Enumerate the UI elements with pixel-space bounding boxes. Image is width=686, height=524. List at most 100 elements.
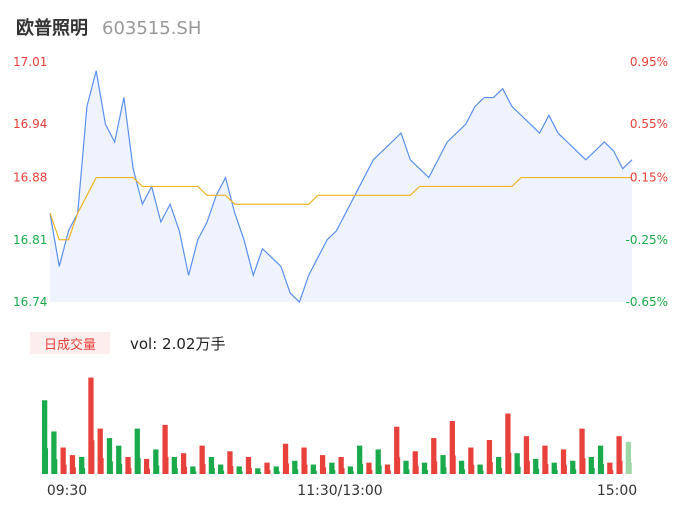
volume-bar: [398, 457, 401, 474]
volume-bar: [157, 465, 160, 474]
price-y-axis: 17.01 0.95% 16.94 0.55% 16.88 0.15% 16.81 -0.25…: [13, 55, 668, 309]
volume-bar: [357, 445, 363, 474]
volume-bar: [167, 456, 169, 474]
volume-bar: [74, 467, 76, 474]
volume-bar: [204, 464, 206, 474]
volume-bar: [65, 464, 67, 474]
volume-bar: [171, 456, 177, 474]
volume-bar: [55, 459, 58, 474]
volume-bar: [92, 440, 95, 474]
volume-bar: [533, 458, 539, 474]
volume-bar: [255, 468, 261, 474]
volume-bar: [241, 471, 243, 474]
volume-bar: [273, 466, 279, 474]
volume-bar: [324, 467, 327, 474]
volume-bar: [472, 464, 475, 474]
volume-bar: [111, 461, 113, 474]
volume-bar: [431, 438, 437, 474]
volume-tab[interactable]: 日成交量: [30, 332, 110, 354]
volume-bar: [370, 470, 373, 474]
volume-bar: [116, 445, 122, 474]
percent-tick-label: -0.25%: [626, 233, 668, 247]
volume-bar: [579, 428, 585, 474]
volume-bar: [83, 468, 86, 474]
percent-tick-label: 0.55%: [630, 117, 668, 131]
volume-bar: [602, 464, 604, 474]
volume-bar: [412, 451, 418, 474]
volume-bar: [546, 464, 549, 474]
volume-bar: [565, 465, 567, 474]
volume-bar: [505, 413, 511, 474]
average-line: [49, 176, 632, 241]
volume-bar: [153, 449, 159, 474]
stock-header: 欧普照明 603515.SH: [16, 14, 201, 39]
volume-bar: [593, 468, 595, 474]
volume-bar: [407, 469, 410, 474]
volume-bar: [208, 456, 215, 474]
volume-bar: [583, 458, 586, 474]
time-tick-label: 11:30/13:00: [297, 483, 382, 499]
price-layer: [49, 70, 633, 304]
volume-bar: [42, 400, 48, 474]
volume-bar: [338, 456, 344, 474]
volume-bar: [46, 448, 49, 474]
volume-bar: [287, 463, 289, 474]
volume-bar: [296, 469, 299, 474]
volume-bar: [97, 428, 103, 474]
volume-bar: [236, 466, 242, 474]
volume-bar: [403, 460, 409, 474]
volume-bar: [51, 431, 57, 474]
volume-bar: [588, 456, 594, 474]
volume-bar: [329, 462, 335, 474]
volume-bar: [250, 468, 252, 474]
volume-bar: [375, 449, 381, 474]
volume-bar: [129, 468, 132, 474]
volume-bar: [301, 447, 307, 474]
volume-bar: [435, 461, 438, 474]
volume-bar: [278, 471, 280, 474]
volume-bar: [625, 441, 631, 474]
price-tick-label: 16.81: [13, 233, 47, 247]
volume-bar: [120, 464, 123, 474]
volume-bar: [491, 462, 493, 474]
price-tick-label: 16.88: [13, 171, 47, 185]
price-area: [50, 70, 632, 302]
volume-bar: [106, 438, 113, 474]
volume-bar: [343, 468, 345, 474]
volume-bar: [630, 462, 632, 474]
volume-bar: [102, 458, 104, 474]
volume-bar: [199, 445, 205, 474]
volume-bar: [139, 458, 141, 474]
volume-bar: [384, 464, 391, 474]
volume-bar: [305, 464, 308, 474]
volume-bar: [268, 470, 271, 474]
volume-bar: [468, 447, 474, 474]
volume-bar: [231, 466, 234, 474]
volume-bar: [444, 467, 447, 474]
volume-bar: [556, 470, 558, 474]
volume-bar: [292, 460, 298, 474]
volume-bar: [361, 464, 364, 474]
volume-bar: [213, 468, 215, 474]
volume-bar: [514, 453, 520, 474]
volume-bar: [597, 445, 604, 474]
volume-bar: [333, 470, 336, 474]
volume-bar: [616, 436, 622, 474]
volume-bar: [282, 443, 289, 474]
percent-tick-label: -0.65%: [626, 295, 668, 309]
volume-bar: [218, 464, 224, 474]
volume-bar: [60, 447, 66, 474]
volume-bar: [185, 466, 188, 474]
volume-bar: [570, 460, 576, 474]
volume-bar: [611, 470, 614, 474]
volume-bar: [148, 468, 150, 474]
volume-bar: [380, 465, 382, 474]
volume-bar: [69, 455, 76, 474]
volume-bar: [607, 462, 613, 474]
volume-bar: [88, 377, 94, 474]
percent-tick-label: 0.95%: [630, 55, 668, 69]
volume-bar: [264, 462, 270, 474]
volume-bar: [79, 456, 85, 474]
price-tick-label: 16.94: [13, 117, 47, 131]
volume-bar: [125, 456, 131, 474]
